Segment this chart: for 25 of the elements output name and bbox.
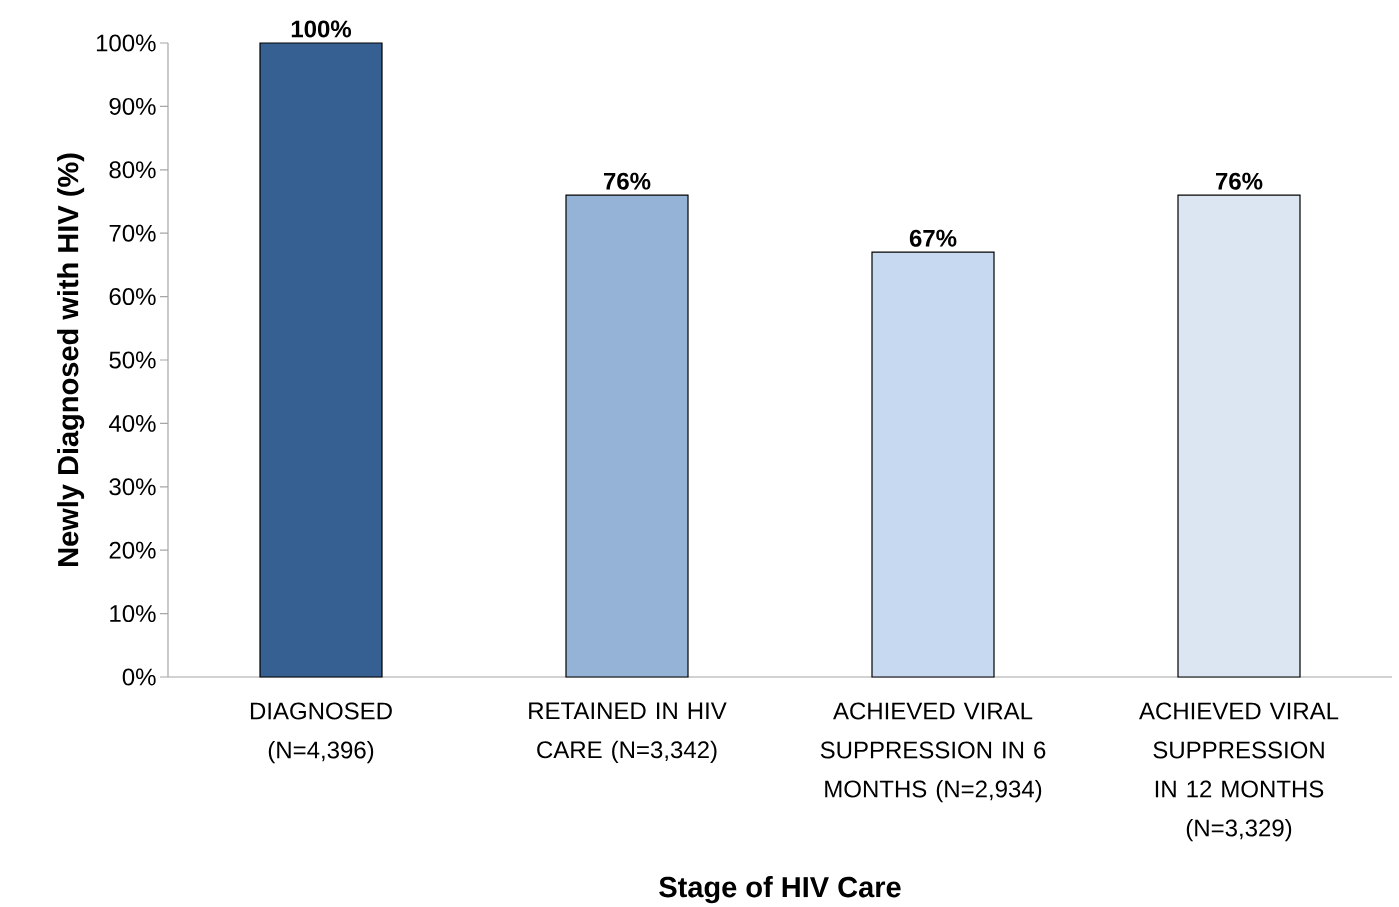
y-tick-label: 30% xyxy=(109,478,156,496)
x-axis-title: Stage of HIV Care xyxy=(659,876,901,904)
data-label: 67% xyxy=(909,229,957,247)
y-tick-label: 80% xyxy=(109,161,156,179)
x-tick-label: ACHIEVED VIRAL SUPPRESSION IN 12 MONTHS (N=3,329) xyxy=(1139,702,1339,842)
y-tick-label: 40% xyxy=(108,414,156,432)
data-label: 100% xyxy=(291,20,352,38)
y-tick-label: 20% xyxy=(109,541,156,559)
y-axis-title: Newly Diagnosed with HIV (%) xyxy=(57,153,85,566)
y-tick-label: 0% xyxy=(122,668,156,686)
bar xyxy=(871,251,995,678)
y-tick-label: 50% xyxy=(109,351,156,369)
bar xyxy=(565,194,689,678)
x-tick-label: DIAGNOSED (N=4,396) xyxy=(250,702,392,764)
data-label: 76% xyxy=(604,172,651,190)
y-tick-label: 60% xyxy=(109,288,156,306)
y-tick-label: 90% xyxy=(109,97,156,115)
x-tick-label: ACHIEVED VIRAL SUPPRESSION IN 6 MONTHS (N=2,934) xyxy=(820,702,1046,803)
bar xyxy=(1177,194,1301,678)
y-tick-label: 100% xyxy=(96,34,156,52)
bar xyxy=(259,42,383,678)
x-tick-label: RETAINED IN HIV CARE (N=3,342) xyxy=(529,702,727,763)
y-tick-label: 70% xyxy=(109,224,156,242)
y-tick-label: 10% xyxy=(110,605,156,623)
data-label: 76% xyxy=(1216,172,1263,190)
